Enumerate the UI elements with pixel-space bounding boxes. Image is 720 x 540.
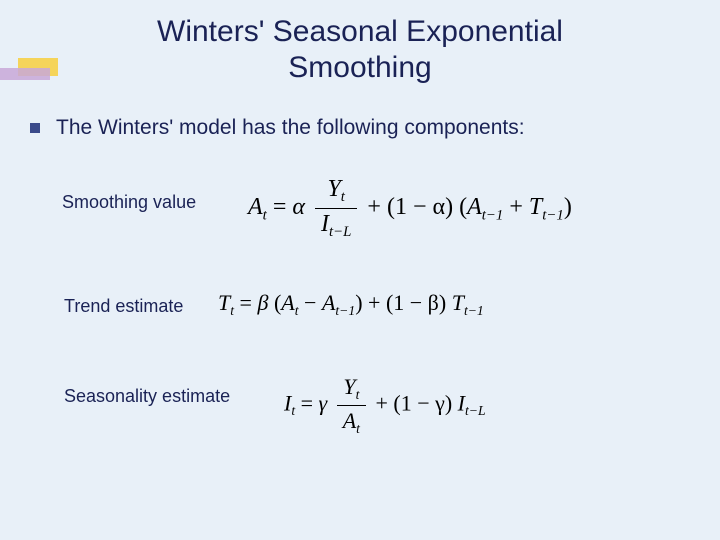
- bullet-item: The Winters' model has the following com…: [30, 116, 525, 140]
- eq1-fraction: Yt It−L: [315, 176, 357, 241]
- eq3-gamma: γ: [319, 390, 328, 415]
- eq2-a-var: A: [281, 290, 294, 315]
- eq3-num-var: Y: [343, 374, 355, 399]
- eq3-iprev-sub: t−L: [465, 403, 486, 418]
- eq2-tprev-sub: t−1: [464, 303, 484, 318]
- title-line-2: Smoothing: [288, 51, 431, 84]
- equation-seasonality: It = γ Yt At + (1 − γ) It−L: [284, 374, 486, 437]
- eq1-den-sub: t−L: [329, 224, 351, 240]
- eq1-alpha: α: [292, 194, 305, 220]
- eq3-equals: =: [301, 390, 319, 415]
- eq1-one-minus-alpha: (1 − α): [387, 194, 453, 220]
- eq1-a-var: A: [467, 194, 482, 220]
- equation-smoothing: At = α Yt It−L + (1 − α) (At−1 + Tt−1): [248, 176, 572, 241]
- eq2-a-sub: t: [295, 303, 299, 318]
- eq1-equals: =: [273, 194, 293, 220]
- eq2-equals: =: [240, 290, 258, 315]
- eq2-lhs-var: T: [218, 290, 230, 315]
- eq2-tprev-var: T: [452, 290, 464, 315]
- eq3-fraction: Yt At: [337, 374, 366, 437]
- eq2-aprev-sub: t−1: [335, 303, 355, 318]
- eq1-num-sub: t: [341, 189, 345, 205]
- eq1-open-paren: (: [459, 194, 467, 220]
- eq1-t-sub: t−1: [542, 207, 564, 223]
- eq2-minus: −: [304, 290, 322, 315]
- equation-trend: Tt = β (At − At−1) + (1 − β) Tt−1: [218, 290, 484, 319]
- eq1-lhs-sub: t: [263, 207, 267, 223]
- eq1-plus1: +: [367, 194, 387, 220]
- eq3-den-var: A: [343, 408, 356, 433]
- label-seasonality-estimate: Seasonality estimate: [64, 386, 230, 407]
- eq2-beta: β: [257, 290, 268, 315]
- title-line-1: Winters' Seasonal Exponential: [157, 15, 563, 48]
- eq1-close-paren: ): [564, 194, 572, 220]
- eq3-den-sub: t: [356, 421, 360, 436]
- eq2-plus: +: [368, 290, 386, 315]
- eq1-t-var: T: [529, 194, 542, 220]
- eq3-num-sub: t: [356, 387, 360, 402]
- label-trend-estimate: Trend estimate: [64, 296, 183, 317]
- eq1-num-var: Y: [327, 176, 340, 202]
- eq3-one-minus-gamma: (1 − γ): [393, 390, 452, 415]
- eq1-plus2: +: [509, 194, 529, 220]
- eq3-lhs-sub: t: [291, 403, 295, 418]
- eq3-plus: +: [375, 390, 393, 415]
- eq2-aprev-var: A: [322, 290, 335, 315]
- slide-title: Winters' Seasonal Exponential Smoothing: [0, 14, 720, 86]
- eq2-close-paren: ): [355, 290, 362, 315]
- eq1-lhs-var: A: [248, 194, 263, 220]
- bullet-text: The Winters' model has the following com…: [56, 116, 525, 140]
- eq2-lhs-sub: t: [230, 303, 234, 318]
- label-smoothing-value: Smoothing value: [62, 192, 196, 213]
- eq1-a-sub: t−1: [482, 207, 504, 223]
- bullet-square-icon: [30, 123, 40, 133]
- eq2-one-minus-beta: (1 − β): [386, 290, 446, 315]
- eq1-den-var: I: [321, 211, 329, 237]
- eq3-iprev-var: I: [458, 390, 465, 415]
